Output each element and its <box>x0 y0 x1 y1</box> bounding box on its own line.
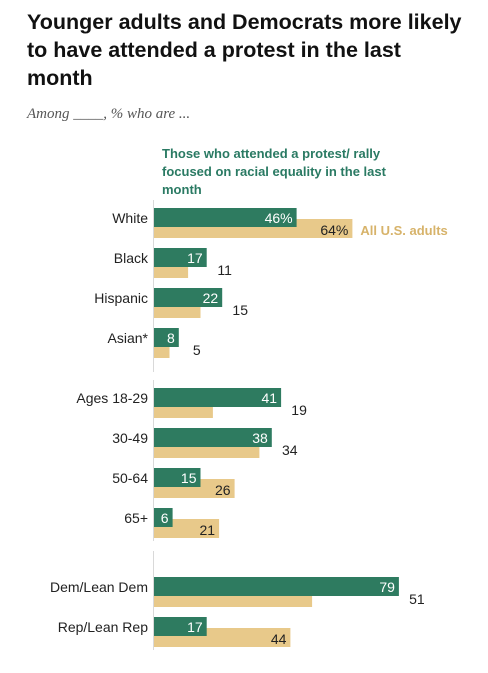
bar-protest-9 <box>154 617 207 636</box>
value-label-adults-0: 64% <box>320 222 348 238</box>
value-label-protest-2: 22 <box>203 290 219 306</box>
category-label-8: Dem/Lean Dem <box>50 579 148 595</box>
bar-protest-1 <box>154 248 207 267</box>
bar-protest-6 <box>154 468 201 487</box>
value-label-protest-3: 8 <box>167 330 175 346</box>
category-label-3: Asian* <box>108 330 149 346</box>
value-label-adults-8: 51 <box>409 591 425 607</box>
value-label-protest-9: 17 <box>187 619 203 635</box>
value-label-protest-1: 17 <box>187 250 203 266</box>
category-label-2: Hispanic <box>94 290 148 306</box>
bar-protest-5 <box>154 428 272 447</box>
value-label-adults-6: 26 <box>215 482 231 498</box>
category-label-1: Black <box>114 250 149 266</box>
value-label-adults-9: 44 <box>271 631 287 647</box>
category-label-4: Ages 18-29 <box>76 390 148 406</box>
bar-protest-0 <box>154 208 297 227</box>
chart-title: Younger adults and Democrats more likely… <box>27 10 462 90</box>
legend-adults-series: All U.S. adults <box>360 223 447 238</box>
value-label-protest-5: 38 <box>252 430 268 446</box>
value-label-adults-1: 11 <box>217 262 232 278</box>
value-label-protest-4: 41 <box>262 390 278 406</box>
value-label-adults-3: 5 <box>193 342 201 358</box>
value-label-protest-8: 79 <box>379 579 395 595</box>
value-label-adults-4: 19 <box>291 402 307 418</box>
value-label-adults-5: 34 <box>282 442 298 458</box>
category-label-5: 30-49 <box>112 430 148 446</box>
bar-protest-8 <box>154 577 399 596</box>
category-label-6: 50-64 <box>112 470 148 486</box>
bar-protest-7 <box>154 508 173 527</box>
category-label-9: Rep/Lean Rep <box>58 619 149 635</box>
value-label-adults-7: 21 <box>200 522 216 538</box>
bar-protest-4 <box>154 388 282 407</box>
value-label-protest-7: 6 <box>161 510 169 526</box>
value-label-adults-2: 15 <box>232 302 248 318</box>
category-label-0: White <box>112 210 148 226</box>
category-label-7: 65+ <box>124 510 148 526</box>
legend-protest-series: Those who attended a protest/ rally focu… <box>162 146 386 197</box>
value-label-protest-0: 46% <box>265 210 293 226</box>
chart-subtitle: Among ____, % who are ... <box>27 106 191 122</box>
bar-protest-3 <box>154 328 179 347</box>
value-label-protest-6: 15 <box>181 470 197 486</box>
bar-protest-2 <box>154 288 223 307</box>
